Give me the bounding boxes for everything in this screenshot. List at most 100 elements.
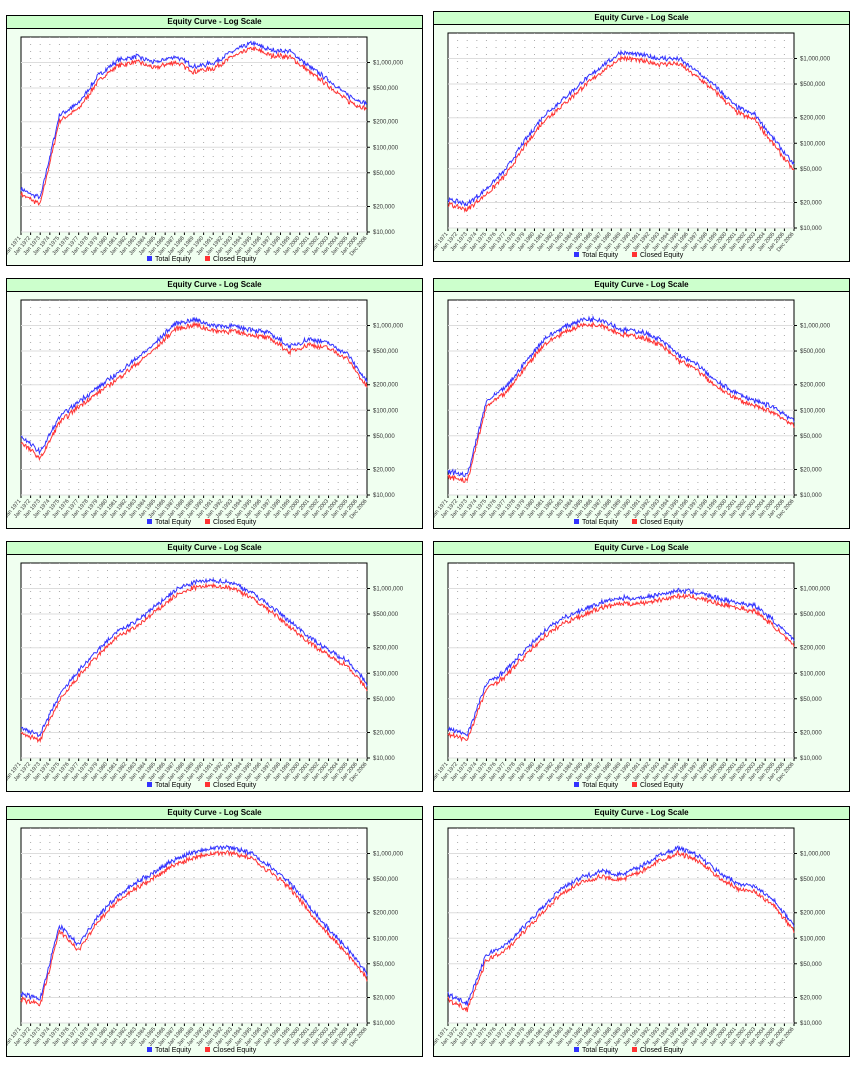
legend-swatch <box>574 519 579 524</box>
y-tick-label: $1,000,000 <box>373 852 404 858</box>
closed-equity-line <box>447 54 795 213</box>
closed-equity-line <box>20 46 368 206</box>
y-tick-label: $500,000 <box>373 349 399 355</box>
y-tick-label: $50,000 <box>373 962 395 968</box>
legend-swatch <box>205 782 210 787</box>
plot-area <box>447 32 795 229</box>
plot-area <box>20 562 368 759</box>
closed-equity-line <box>20 849 368 1007</box>
y-tick-label: $50,000 <box>373 434 395 440</box>
y-tick-label: $50,000 <box>800 962 822 968</box>
legend-swatch <box>574 782 579 787</box>
y-tick-label: $50,000 <box>373 171 395 177</box>
legend-swatch <box>205 1047 210 1052</box>
y-tick-label: $100,000 <box>800 408 826 414</box>
legend-label: Closed Equity <box>640 782 684 789</box>
y-tick-label: $20,000 <box>800 200 822 206</box>
legend-label: Total Equity <box>155 1047 192 1054</box>
chart-title: Equity Curve - Log Scale <box>434 279 849 292</box>
plot-area <box>447 562 795 759</box>
y-tick-label: $50,000 <box>373 697 395 703</box>
y-tick-label: $200,000 <box>373 383 399 389</box>
y-tick-label: $100,000 <box>373 408 399 414</box>
y-tick-label: $200,000 <box>373 646 399 652</box>
total-equity-line <box>20 577 368 737</box>
legend-label: Closed Equity <box>640 1047 684 1054</box>
y-tick-label: $500,000 <box>373 86 399 92</box>
chart-panel: Equity Curve - Log Scale Jan 1971 Jan 1972… <box>433 541 850 792</box>
y-tick-label: $100,000 <box>373 145 399 151</box>
y-tick-label: $20,000 <box>800 730 822 736</box>
y-tick-label: $10,000 <box>373 1021 395 1027</box>
y-tick-label: $200,000 <box>800 646 826 652</box>
y-tick-label: $20,000 <box>373 995 395 1001</box>
total-equity-line <box>447 49 795 207</box>
legend-swatch <box>632 519 637 524</box>
total-equity-line <box>20 40 368 200</box>
legend-swatch <box>574 1047 579 1052</box>
y-tick-label: $20,000 <box>373 730 395 736</box>
legend-label: Closed Equity <box>640 519 684 526</box>
y-tick-label: $500,000 <box>373 612 399 618</box>
closed-equity-line <box>447 320 795 483</box>
y-tick-label: $1,000,000 <box>373 324 404 330</box>
legend-swatch <box>574 252 579 257</box>
y-tick-label: $10,000 <box>800 226 822 232</box>
y-tick-label: $200,000 <box>800 911 826 917</box>
legend-label: Total Equity <box>582 519 619 526</box>
y-tick-label: $20,000 <box>800 467 822 473</box>
y-tick-label: $20,000 <box>800 995 822 1001</box>
legend-swatch <box>147 782 152 787</box>
chart-title: Equity Curve - Log Scale <box>434 542 849 555</box>
legend-swatch <box>147 519 152 524</box>
y-tick-label: $10,000 <box>373 756 395 762</box>
legend-label: Closed Equity <box>213 256 257 263</box>
y-tick-label: $100,000 <box>373 671 399 677</box>
legend-label: Total Equity <box>155 256 192 263</box>
plot-area <box>447 827 795 1024</box>
y-tick-label: $500,000 <box>800 877 826 883</box>
closed-equity-line <box>447 593 795 743</box>
legend-swatch <box>147 1047 152 1052</box>
y-tick-label: $100,000 <box>800 936 826 942</box>
y-tick-label: $500,000 <box>373 877 399 883</box>
chart-title: Equity Curve - Log Scale <box>7 542 422 555</box>
legend-swatch <box>632 782 637 787</box>
legend-label: Closed Equity <box>213 782 257 789</box>
total-equity-line <box>447 587 795 737</box>
y-tick-label: $1,000,000 <box>800 587 831 593</box>
y-tick-label: $1,000,000 <box>373 61 404 67</box>
chart-title: Equity Curve - Log Scale <box>7 279 422 292</box>
y-tick-label: $500,000 <box>800 82 826 88</box>
y-tick-label: $100,000 <box>800 671 826 677</box>
y-tick-label: $100,000 <box>800 141 826 147</box>
legend-swatch <box>632 1047 637 1052</box>
legend-label: Closed Equity <box>213 519 257 526</box>
plot-area <box>20 36 368 233</box>
plot-area <box>20 299 368 496</box>
total-equity-line <box>447 314 795 478</box>
y-tick-label: $500,000 <box>800 612 826 618</box>
y-tick-label: $50,000 <box>800 697 822 703</box>
y-tick-label: $10,000 <box>800 1021 822 1027</box>
chart-panel: Equity Curve - Log Scale Jan 1971 Jan 1972… <box>6 806 423 1057</box>
chart-panel: Equity Curve - Log Scale Jan 1971 Jan 1972… <box>6 278 423 529</box>
legend-swatch <box>632 252 637 257</box>
legend-swatch <box>205 256 210 261</box>
y-tick-label: $1,000,000 <box>800 57 831 63</box>
y-tick-label: $50,000 <box>800 434 822 440</box>
legend-label: Total Equity <box>155 519 192 526</box>
y-tick-label: $1,000,000 <box>800 324 831 330</box>
y-tick-label: $10,000 <box>373 230 395 236</box>
chart-title: Equity Curve - Log Scale <box>7 16 422 29</box>
y-tick-label: $10,000 <box>800 756 822 762</box>
legend-label: Total Equity <box>155 782 192 789</box>
